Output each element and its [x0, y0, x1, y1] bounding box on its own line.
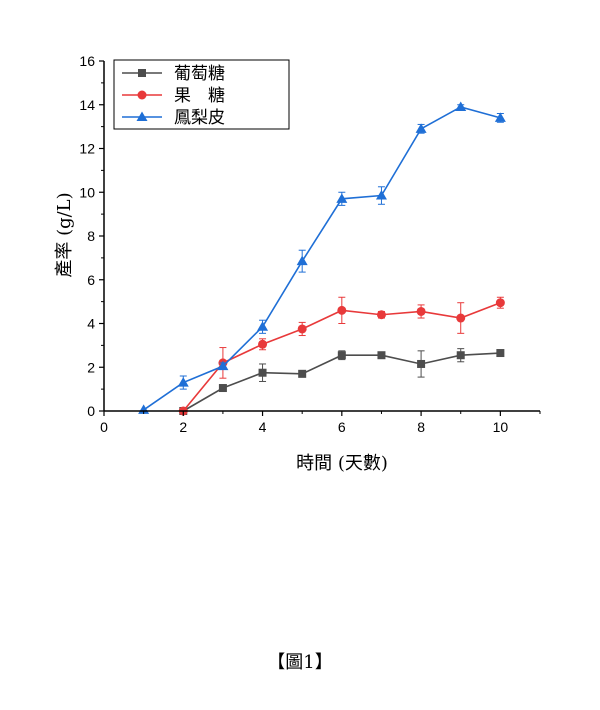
data-point: [217, 360, 229, 371]
data-point: [218, 384, 227, 393]
legend-label: 鳳梨皮: [174, 108, 225, 128]
data-point: [177, 377, 189, 387]
series-3: [138, 101, 506, 414]
y-tick-label: 8: [87, 228, 95, 244]
data-point: [258, 339, 268, 349]
data-point: [298, 369, 307, 378]
series-1: [179, 348, 505, 415]
legend-label: 果 糖: [174, 86, 225, 106]
series-marks: [138, 101, 506, 416]
data-point: [258, 368, 267, 377]
y-tick-label: 2: [87, 359, 95, 375]
y-tick-label: 6: [87, 272, 95, 288]
data-point: [456, 313, 466, 323]
data-point: [336, 193, 348, 203]
data-point: [415, 123, 427, 133]
y-tick-label: 16: [79, 53, 95, 69]
axes: 0 2 4 6 8 10 12 14 16 0 2 4 6 8 10: [79, 53, 541, 435]
y-axis-title: 產率 (g/L): [54, 192, 75, 277]
data-point: [495, 298, 505, 308]
y-tick-label: 14: [79, 97, 95, 113]
data-point: [376, 310, 386, 320]
data-point: [297, 324, 307, 334]
data-point: [416, 306, 426, 316]
x-tick-label: 4: [259, 419, 267, 435]
legend-marker: [136, 111, 148, 121]
data-point: [337, 351, 346, 360]
legend-marker: [137, 90, 147, 100]
data-point: [494, 112, 506, 122]
y-tick-label: 12: [79, 141, 95, 157]
data-point: [456, 351, 465, 360]
y-tick-label: 10: [79, 184, 95, 200]
data-point: [417, 359, 426, 368]
data-point: [496, 349, 505, 358]
data-point: [377, 351, 386, 360]
x-tick-label: 6: [338, 419, 346, 435]
x-tick-label: 0: [100, 419, 108, 435]
series-line: [143, 106, 501, 411]
data-point: [375, 190, 387, 200]
data-point: [296, 255, 308, 266]
data-point: [257, 321, 269, 331]
legend-marker: [138, 69, 146, 77]
y-tick-label: 4: [87, 316, 95, 332]
data-point: [337, 305, 347, 315]
legend-label: 葡萄糖: [174, 64, 225, 84]
x-axis-title: 時間 (天數): [296, 453, 388, 474]
x-tick-label: 10: [493, 419, 509, 435]
y-tick-label: 0: [87, 403, 95, 419]
x-tick-label: 2: [179, 419, 187, 435]
figure-caption: 【圖1】: [267, 652, 333, 673]
x-tick-label: 8: [417, 419, 425, 435]
series-line: [182, 352, 501, 412]
data-point: [455, 101, 467, 111]
